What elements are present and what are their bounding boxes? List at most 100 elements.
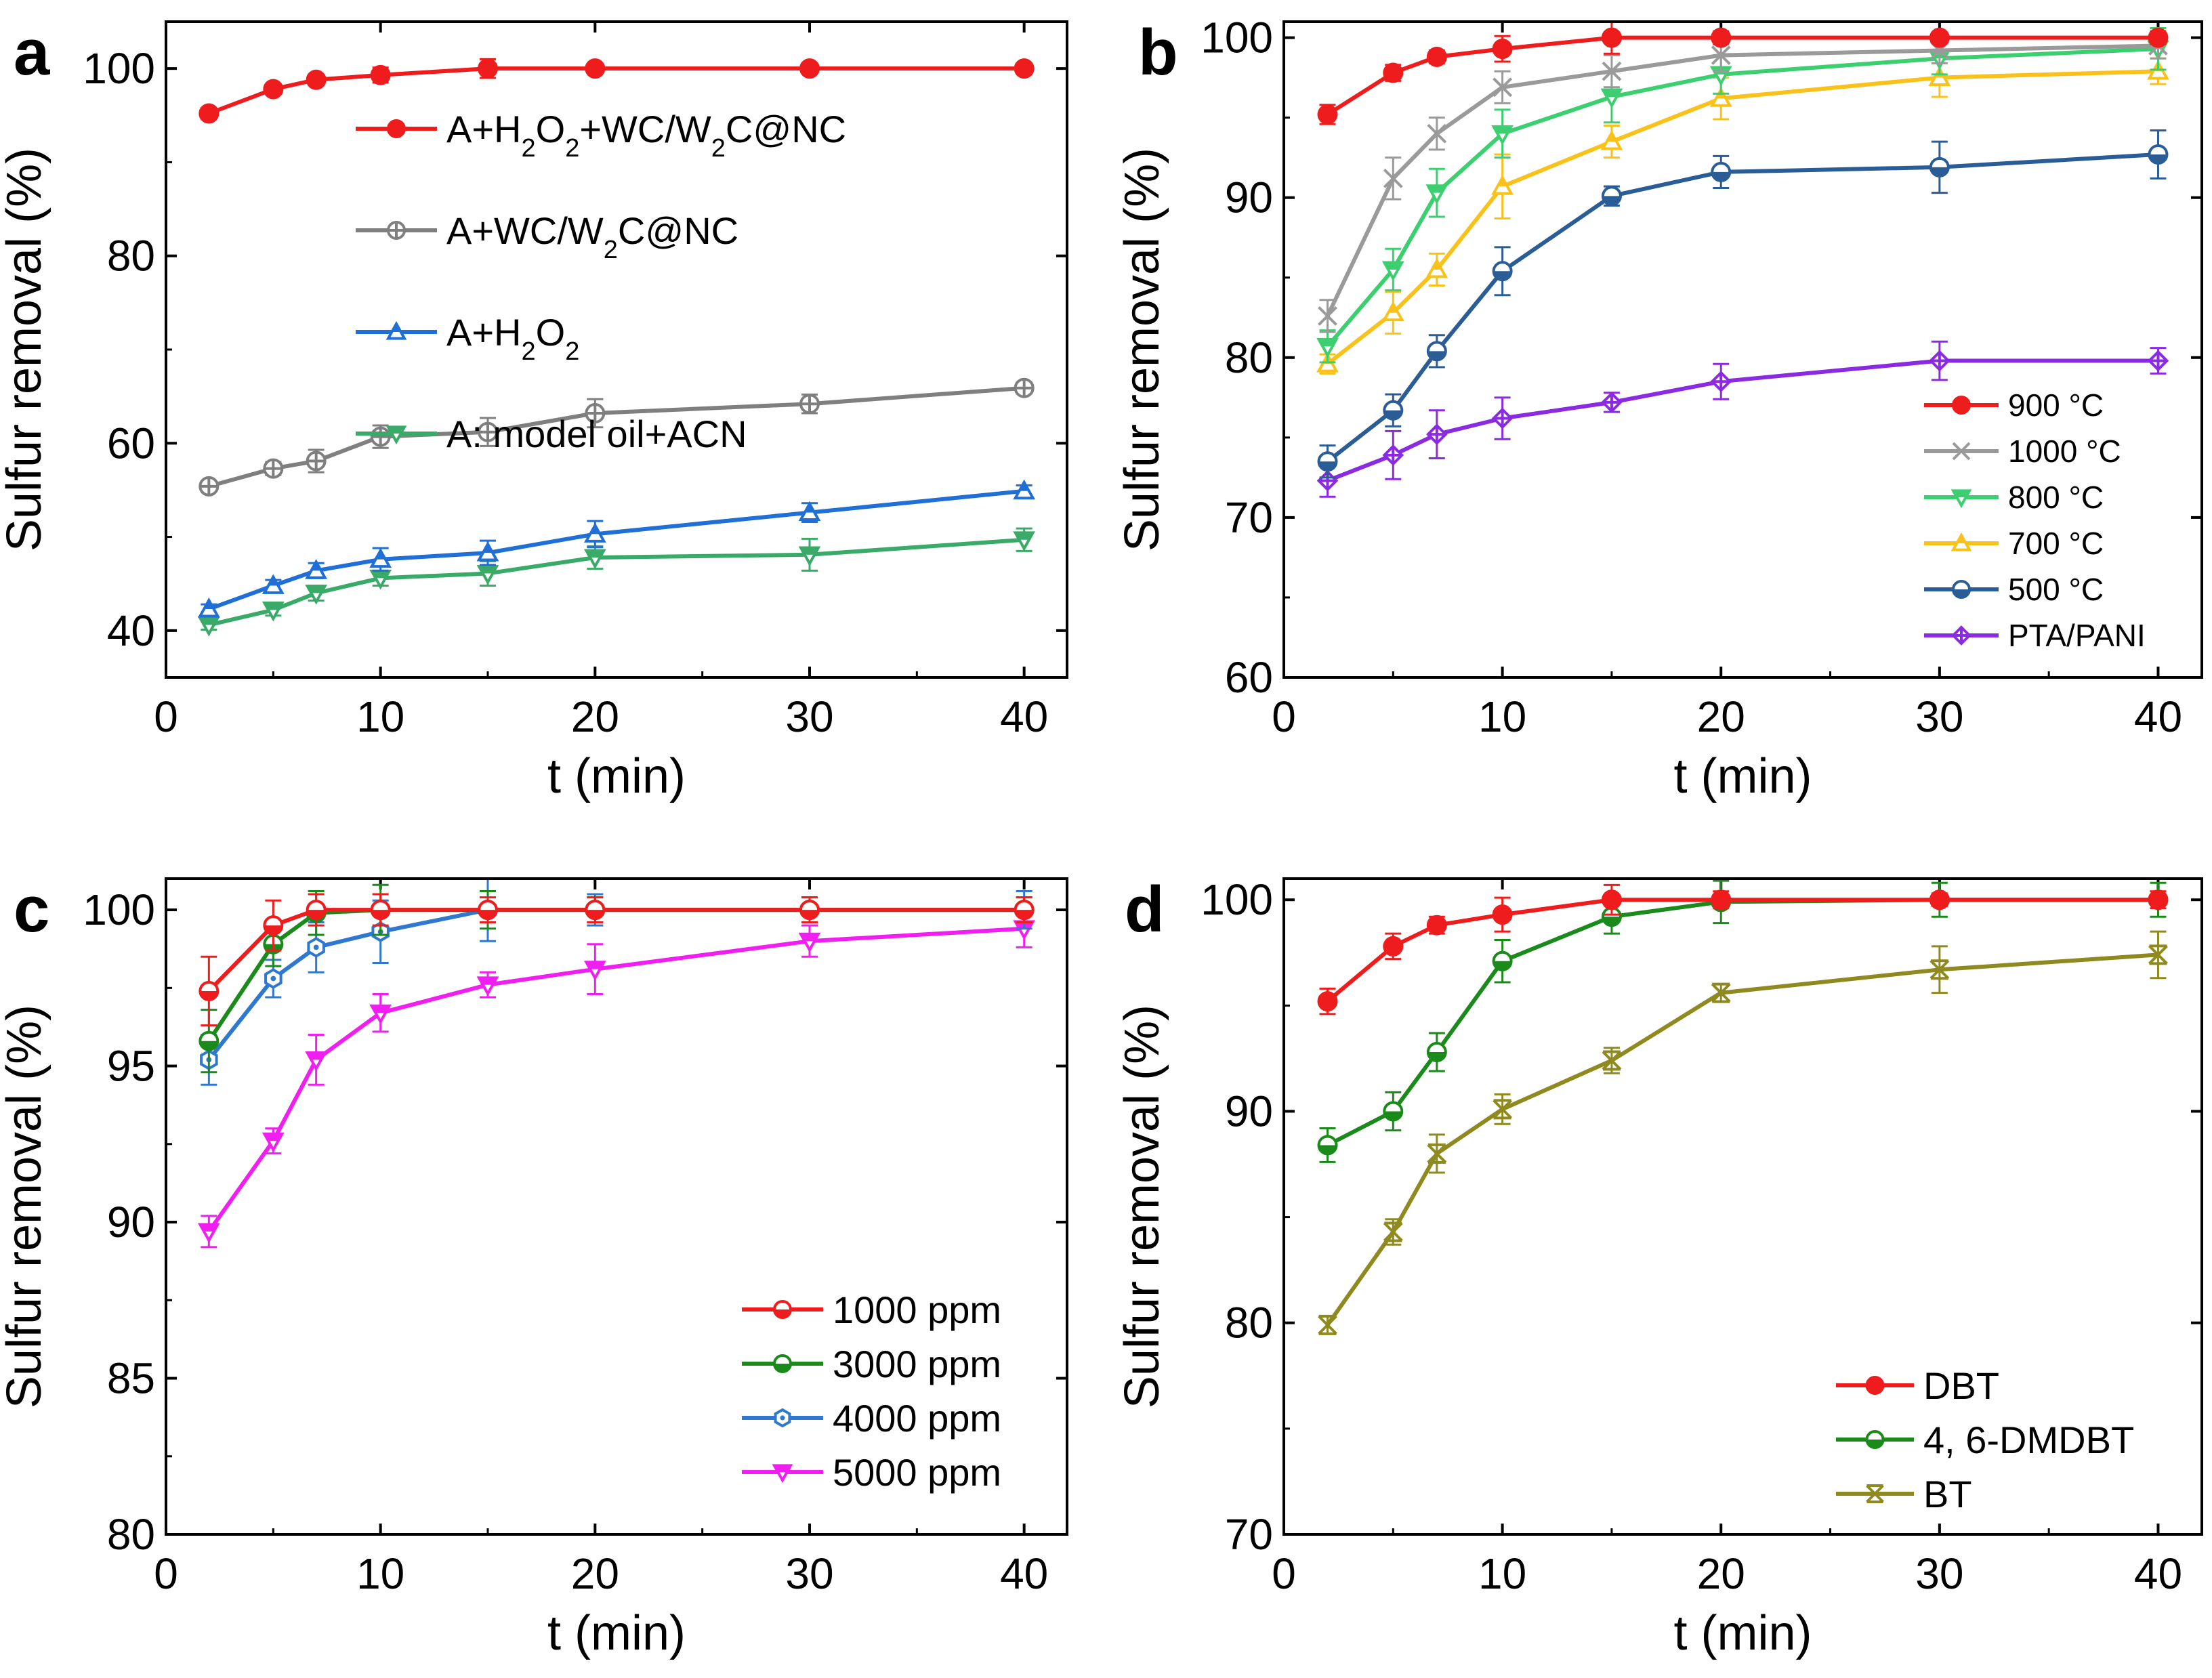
data-point: [1383, 1101, 1404, 1122]
data-point: [799, 900, 820, 921]
data-point: [1491, 175, 1514, 195]
legend-swatch-marker: [387, 119, 406, 138]
data-point: [197, 597, 220, 618]
data-point: [2148, 144, 2169, 165]
legend-swatch-marker: [774, 1408, 791, 1428]
marker-fill: [1427, 186, 1446, 193]
legend-item: 900 °C: [1924, 387, 2104, 423]
marker-x2: [1929, 959, 1950, 980]
data-point: [1318, 1314, 1337, 1335]
x-tick-label: 40: [2134, 1549, 2182, 1598]
legend-label-sub: 2: [522, 134, 536, 163]
marker-fill: [1953, 490, 1969, 497]
legend-swatch-marker: [1866, 1484, 1884, 1503]
marker-x2: [2148, 944, 2168, 965]
data-point: [1602, 1050, 1622, 1071]
x-tick-label: 20: [1697, 1549, 1745, 1598]
data-point: [1383, 62, 1404, 83]
marker-fill: [392, 324, 400, 332]
data-point: [1425, 257, 1448, 278]
marker-fill: [1930, 167, 1948, 176]
legend-label-part: 800 °C: [2008, 480, 2104, 515]
legend-label: A+H2O2: [446, 311, 579, 366]
legend-label: 500 °C: [2008, 572, 2104, 607]
marker-fill: [774, 1364, 791, 1372]
data-point: [1318, 306, 1337, 326]
legend-swatch-marker: [773, 1300, 792, 1319]
x-tick-label: 20: [571, 692, 619, 741]
data-point: [1711, 982, 1731, 1003]
marker-fill: [1427, 1052, 1446, 1062]
data-point: [1929, 889, 1950, 910]
data-point: [1426, 423, 1448, 445]
legend-item: DBT: [1836, 1364, 1999, 1407]
data-point: [478, 421, 498, 442]
y-tick-label: 70: [1225, 493, 1273, 542]
data-point: [583, 549, 606, 570]
data-point: [1493, 77, 1513, 98]
marker-fill: [1493, 961, 1511, 970]
legend-label-sub: 2: [604, 236, 618, 264]
series-a-h2o2: [197, 479, 1036, 618]
series-line: [207, 908, 1024, 1043]
panel-letter: a: [14, 16, 50, 89]
series-line: [1327, 358, 2158, 483]
plot-frame: [1282, 20, 2203, 679]
data-point: [199, 980, 220, 1001]
marker-fill: [1602, 196, 1621, 205]
marker-fill: [479, 910, 497, 919]
data-point: [1381, 301, 1404, 322]
series-800-c: [1316, 26, 2169, 364]
y-tick-label: 80: [1225, 333, 1273, 382]
marker-fill: [586, 550, 604, 558]
legend-label: DBT: [1923, 1364, 1999, 1407]
data-point: [1601, 186, 1622, 207]
marker-fill: [801, 910, 818, 919]
legend-label-part: PTA/PANI: [2008, 618, 2146, 653]
legend-item: 700 °C: [1924, 526, 2104, 561]
data-point: [1383, 400, 1404, 421]
series-line: [207, 908, 1024, 1062]
plot-frame: [165, 877, 1068, 1536]
data-point: [1602, 61, 1622, 81]
series-5000-ppm: [197, 908, 1036, 1249]
legend-swatch-marker: [772, 1464, 793, 1484]
marker-fill: [371, 571, 390, 579]
plot-frame: [1282, 877, 2203, 1536]
marker-fill: [264, 925, 283, 935]
y-axis-title: Sulfur removal (%): [0, 148, 51, 551]
legend-label: 900 °C: [2008, 387, 2104, 423]
marker-fill: [484, 544, 492, 553]
data-point: [585, 58, 606, 79]
legend-label-part: O: [536, 311, 566, 354]
x-axis-title: t (min): [1674, 749, 1812, 803]
data-point: [305, 559, 328, 579]
legend-label: BT: [1923, 1473, 1972, 1515]
data-point: [476, 565, 499, 585]
legend-swatch-marker: [1951, 625, 1971, 646]
data-point: [1014, 58, 1035, 79]
marker-x2: [1602, 61, 1622, 81]
panel-b: b 0 10 20 30 40 60 70 80 90 100 t (min) Sulfur remov…: [1115, 14, 2203, 803]
panel-c: c 0 10 20 30 40 80 85 90 95 100 t (min) Sulfur remov…: [0, 873, 1068, 1660]
x-axis-title: t (min): [547, 1606, 686, 1660]
y-tick-label: 100: [1201, 14, 1273, 62]
marker-fill: [1493, 271, 1511, 280]
data-point: [1014, 377, 1035, 398]
series-line: [1326, 152, 2158, 463]
y-tick-label: 70: [1225, 1510, 1273, 1559]
x-tick-label: 0: [1272, 1549, 1296, 1598]
legend-label-part: C@NC: [726, 108, 846, 150]
y-tick-label: 60: [1225, 653, 1273, 702]
legend-item: 1000 °C: [1924, 434, 2121, 469]
data-point: [307, 937, 325, 958]
series-a-h2o2-wc-w2c-nc: [199, 58, 1035, 124]
data-point: [1492, 950, 1513, 971]
marker-fill: [774, 1465, 791, 1472]
data-point: [262, 1132, 285, 1153]
y-axis-title: Sulfur removal (%): [0, 1005, 51, 1408]
marker-fill: [1384, 262, 1402, 270]
data-point: [369, 570, 392, 590]
data-point: [478, 900, 498, 921]
marker-fill: [371, 910, 390, 919]
